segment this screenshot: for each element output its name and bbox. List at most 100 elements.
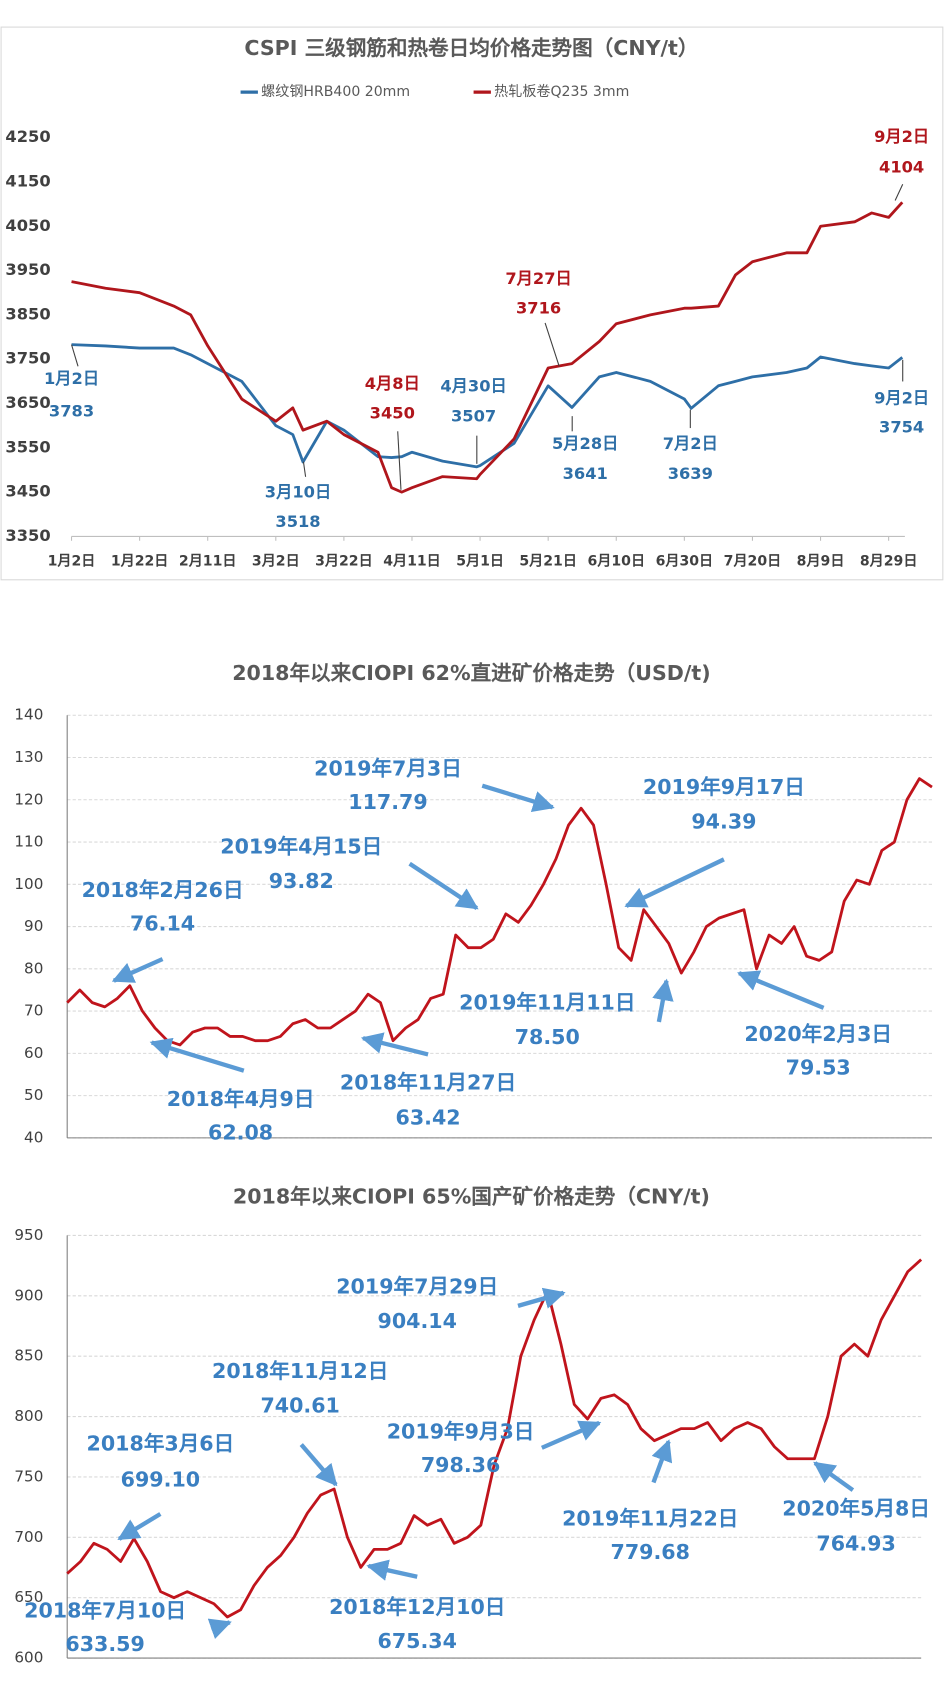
y-tick-label: 950 — [14, 1226, 43, 1244]
annotation-date: 2018年11月12日 — [212, 1359, 388, 1383]
y-tick-label: 3350 — [5, 526, 50, 545]
arrow — [207, 1618, 232, 1640]
annotation-date: 2018年3月6日 — [87, 1432, 235, 1456]
y-tick-label: 120 — [14, 790, 43, 808]
chart-title: 2018年以来CIOPI 65%国产矿价格走势（CNY/t) — [233, 1184, 710, 1208]
annotation-date: 9月2日 — [874, 127, 929, 146]
annotation-date: 2019年9月3日 — [387, 1420, 535, 1444]
annotation-date: 4月8日 — [365, 374, 420, 393]
annotation-value: 76.14 — [130, 911, 195, 935]
x-tick-label: 1月2日 — [48, 553, 96, 569]
annotation-date: 2019年7月29日 — [336, 1274, 498, 1298]
annotation-date: 9月2日 — [874, 388, 929, 407]
y-tick-label: 140 — [14, 706, 43, 724]
annotation-date: 2018年11月27日 — [340, 1071, 516, 1095]
annotation-value: 3641 — [563, 464, 608, 483]
y-tick-label: 4150 — [5, 171, 50, 190]
arrow — [540, 1420, 602, 1450]
chart-title: 2018年以来CIOPI 62%直进矿价格走势（USD/t) — [232, 661, 710, 685]
y-tick-label: 3650 — [5, 393, 50, 412]
annotation-date: 2020年2月3日 — [744, 1022, 892, 1046]
annotation-value: 740.61 — [260, 1394, 339, 1418]
annotation-value: 699.10 — [121, 1467, 200, 1491]
y-tick-label: 3550 — [5, 437, 50, 456]
arrow — [360, 1032, 429, 1057]
x-tick-label: 8月9日 — [797, 553, 845, 569]
y-tick-label: 4050 — [5, 216, 50, 235]
y-tick-label: 3750 — [5, 349, 50, 368]
annotation-value: 62.08 — [208, 1121, 273, 1145]
annotation-value: 675.34 — [378, 1629, 457, 1653]
annotation-date: 2018年12月10日 — [329, 1595, 505, 1619]
arrow — [408, 861, 479, 910]
y-tick-label: 900 — [14, 1286, 43, 1304]
annotation-value: 93.82 — [269, 869, 334, 893]
line — [66, 777, 933, 1047]
annotation-value: 904.14 — [378, 1309, 457, 1333]
arrow — [651, 1439, 673, 1484]
arrow — [149, 1037, 245, 1073]
annotation-date: 3月10日 — [265, 483, 331, 502]
y-tick-label: 130 — [14, 748, 43, 766]
annotation-value: 779.68 — [611, 1540, 690, 1564]
leader-line — [544, 322, 560, 367]
annotation-value: 3754 — [879, 418, 924, 437]
arrow — [737, 970, 825, 1010]
y-tick-label: 800 — [14, 1407, 43, 1425]
annotation-date: 2019年7月3日 — [314, 756, 462, 780]
annotation-value: 4104 — [879, 157, 924, 176]
y-tick-label: 750 — [14, 1467, 43, 1485]
y-tick-label: 3950 — [5, 260, 50, 279]
x-tick-label: 1月22日 — [111, 553, 169, 569]
legend-label: 热轧板卷Q235 3mm — [494, 84, 629, 100]
arrow — [111, 957, 164, 983]
y-tick-label: 90 — [24, 917, 43, 935]
arrow — [366, 1559, 418, 1581]
x-tick-label: 2月11日 — [179, 553, 237, 569]
y-tick-label: 50 — [24, 1086, 43, 1104]
annotation-date: 2019年11月11日 — [459, 991, 635, 1015]
leader-line — [397, 431, 402, 490]
annotation-date: 2018年7月10日 — [24, 1598, 186, 1622]
y-tick-label: 110 — [14, 833, 43, 851]
leader-line — [71, 344, 79, 367]
leader-line — [894, 183, 904, 201]
chart-title: CSPI 三级钢筋和热卷日均价格走势图（CNY/t） — [244, 36, 698, 60]
legend-label: 螺纹钢HRB400 20mm — [261, 84, 410, 100]
leader-line — [302, 461, 307, 477]
arrow — [813, 1461, 855, 1492]
annotation-date: 2018年4月9日 — [167, 1087, 315, 1111]
annotation-value: 94.39 — [691, 810, 756, 834]
annotation-value: 633.59 — [65, 1632, 144, 1656]
y-tick-label: 850 — [14, 1347, 43, 1365]
annotation-value: 3518 — [275, 512, 320, 531]
annotation-value: 798.36 — [421, 1453, 500, 1477]
x-tick-label: 4月11日 — [383, 553, 441, 569]
line — [71, 343, 904, 469]
annotation-value: 3450 — [370, 403, 415, 422]
annotation-date: 7月2日 — [663, 434, 718, 453]
annotation-date: 2019年4月15日 — [220, 834, 382, 858]
arrow — [652, 978, 674, 1023]
annotation-date: 1月2日 — [44, 369, 99, 388]
y-tick-label: 100 — [14, 875, 43, 893]
x-tick-label: 5月1日 — [456, 553, 504, 569]
annotation-value: 3639 — [668, 464, 713, 483]
y-tick-label: 3450 — [5, 482, 50, 501]
x-tick-label: 6月30日 — [656, 553, 714, 569]
y-tick-label: 3850 — [5, 304, 50, 323]
annotation-value: 63.42 — [396, 1105, 461, 1129]
arrow — [117, 1512, 162, 1541]
annotation-value: 3783 — [49, 401, 94, 420]
y-tick-label: 600 — [14, 1649, 43, 1667]
chart-border — [0, 26, 944, 581]
annotation-date: 2019年9月17日 — [643, 775, 805, 799]
x-tick-label: 7月20日 — [724, 553, 782, 569]
y-tick-label: 700 — [14, 1528, 43, 1546]
annotation-value: 117.79 — [348, 790, 427, 814]
x-tick-label: 3月2日 — [252, 553, 300, 569]
x-tick-label: 5月21日 — [519, 553, 577, 569]
annotation-date: 5月28日 — [552, 434, 618, 453]
x-tick-label: 8月29日 — [860, 553, 918, 569]
